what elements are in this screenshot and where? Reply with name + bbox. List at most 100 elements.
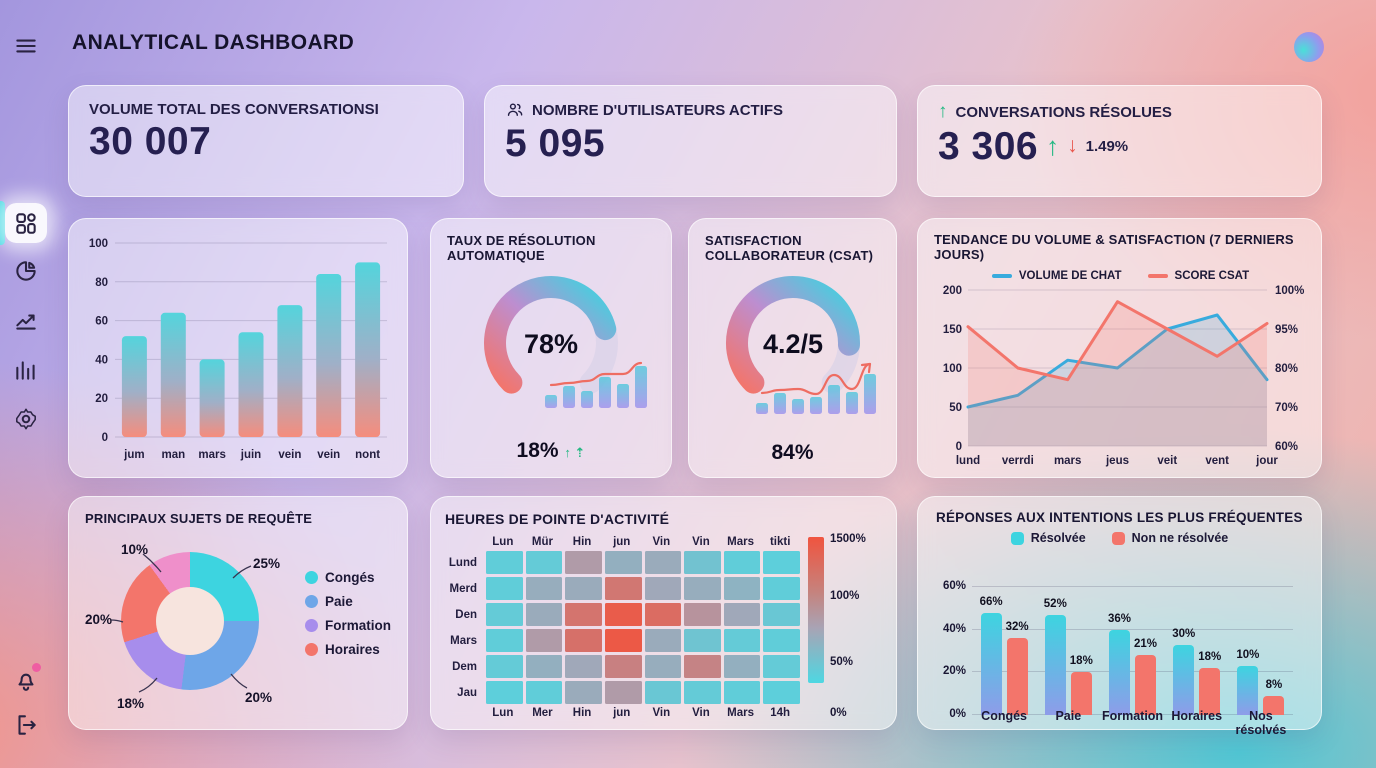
page-title: ANALYTICAL DASHBOARD — [72, 31, 355, 54]
svg-text:juin: juin — [240, 449, 261, 461]
legend-label: SCORE CSAT — [1174, 270, 1250, 282]
svg-text:95%: 95% — [1275, 324, 1298, 336]
donut-hole — [156, 587, 224, 655]
gauge-footer: 18% ↑ ⇡ — [431, 439, 671, 463]
svg-text:verrdi: verrdi — [1002, 455, 1034, 467]
card-title: TAUX DE RÉSOLUTION AUTOMATIQUE — [447, 233, 596, 263]
monthly-volume-chart-card: 0 20 40 60 80 100 jum man mars juin vein vein n… — [68, 218, 408, 478]
svg-text:150: 150 — [943, 324, 962, 336]
users-icon — [507, 103, 523, 116]
kpi-resolved-delta: 1.49% — [1085, 137, 1129, 155]
svg-text:4.2/5: 4.2/5 — [762, 329, 822, 359]
kpi-volume-label: VOLUME TOTAL DES CONVERSATIONSI — [89, 101, 379, 118]
notification-badge — [32, 663, 41, 672]
topics-donut-chart: 25% 20% 18% 20% 10% — [85, 526, 290, 712]
donut-legend: Congés Paie Formation Horaires — [305, 570, 391, 657]
csat-gauge: 4.2/5 — [705, 265, 880, 417]
paie-swatch — [305, 595, 318, 608]
intents-chart-card: RÉPONSES AUX INTENTIONS LES PLUS FRÉQUEN… — [917, 496, 1322, 737]
svg-text:0: 0 — [102, 432, 108, 444]
svg-text:200: 200 — [943, 285, 962, 297]
kpi-card-users: NOMBRE D'UTILISATEURS ACTIFS 5 095 — [484, 85, 897, 197]
svg-text:mars: mars — [198, 449, 226, 461]
csat-gauge-card: SATISFACTION COLLABORATEUR (CSAT) 4.2/5 … — [688, 218, 897, 478]
settings-gear-icon[interactable] — [13, 406, 39, 432]
legend-item: VOLUME DE CHAT — [991, 270, 1122, 282]
pie-chart-icon[interactable] — [13, 258, 39, 284]
topics-donut-card: PRINCIPAUX SUJETS DE REQUÊTE 25% 20% 18%… — [68, 496, 408, 730]
csat-legend-swatch — [1147, 274, 1168, 278]
conges-swatch — [305, 571, 318, 584]
callout-conges: 25% — [253, 556, 281, 571]
legend-label: Résolvée — [1030, 531, 1086, 545]
gauge-footer-value: 84% — [771, 441, 814, 464]
logout-icon[interactable] — [13, 712, 39, 738]
volume-legend-swatch — [991, 274, 1012, 278]
svg-text:100%: 100% — [1275, 285, 1304, 297]
legend-label: Formation — [325, 618, 391, 633]
legend-item: SCORE CSAT — [1147, 270, 1250, 282]
card-title: PRINCIPAUX SUJETS DE REQUÊTE — [85, 511, 313, 526]
callout-formation: 18% — [117, 696, 145, 711]
svg-text:jum: jum — [123, 449, 144, 461]
peak-hours-heatmap-card: HEURES DE POINTE D'ACTIVITÉ Lun Mür Hin jun… — [430, 496, 897, 730]
card-title: RÉPONSES AUX INTENTIONS LES PLUS FRÉQUEN… — [936, 510, 1303, 525]
active-item-background — [5, 203, 47, 243]
unresolved-swatch — [1111, 531, 1125, 545]
kpi-card-resolved: ↑ CONVERSATIONS RÉSOLUES 3 306 ↑ ↓ 1.49% — [917, 85, 1322, 197]
trend-legend: VOLUME DE CHAT SCORE CSAT — [934, 270, 1307, 282]
bar-chart-icon[interactable] — [13, 357, 39, 383]
delta-down-icon: ↓ — [1067, 134, 1078, 157]
gauge-footer: 84% — [689, 441, 896, 465]
dashboard-grid-icon[interactable] — [13, 210, 39, 236]
gauge-footer-value: 18% — [516, 439, 559, 462]
legend-label: VOLUME DE CHAT — [1018, 270, 1122, 282]
trend-line-icon[interactable] — [13, 308, 39, 334]
kpi-users-label: NOMBRE D'UTILISATEURS ACTIFS — [532, 102, 784, 119]
user-avatar[interactable] — [1294, 32, 1324, 62]
arrow-up-icon: ↑ — [938, 101, 948, 122]
svg-text:jour: jour — [1255, 455, 1278, 467]
csat-sparkline — [752, 356, 886, 421]
kpi-resolved-label: CONVERSATIONS RÉSOLUES — [955, 103, 1172, 121]
horaires-swatch — [305, 643, 318, 656]
kpi-users-value: 5 095 — [505, 122, 606, 165]
sidebar — [0, 0, 52, 768]
svg-text:100: 100 — [943, 363, 962, 375]
trend-line-chart: 0 60% 50 70% 100 80% 150 95% 200 100% lu… — [934, 284, 1307, 475]
trend-chart-card: TENDANCE DU VOLUME & SATISFACTION (7 DER… — [917, 218, 1322, 478]
card-title: HEURES DE POINTE D'ACTIVITÉ — [445, 511, 670, 527]
auto-resolution-gauge-card: TAUX DE RÉSOLUTION AUTOMATIQUE 78% 18% ↑… — [430, 218, 672, 478]
legend-label: Non ne résolvée — [1131, 531, 1229, 545]
intents-legend: Résolvée Non ne résolvée — [936, 531, 1303, 545]
svg-text:jeus: jeus — [1105, 455, 1129, 467]
menu-icon[interactable] — [13, 33, 39, 59]
svg-text:vein: vein — [278, 449, 301, 461]
svg-text:78%: 78% — [524, 329, 578, 359]
card-title: SATISFACTION COLLABORATEUR (CSAT) — [705, 233, 874, 263]
svg-text:lund: lund — [956, 455, 980, 467]
kpi-volume-value: 30 007 — [89, 120, 212, 163]
svg-text:veit: veit — [1157, 455, 1177, 467]
monthly-volume-bar-chart: 0 20 40 60 80 100 jum man mars juin vein vein n… — [81, 229, 395, 472]
svg-text:mars: mars — [1054, 455, 1082, 467]
svg-text:0: 0 — [956, 441, 962, 453]
card-title: TENDANCE DU VOLUME & SATISFACTION (7 DER… — [934, 232, 1294, 262]
svg-text:80: 80 — [95, 277, 108, 289]
svg-text:20: 20 — [95, 393, 108, 405]
svg-text:100: 100 — [89, 238, 108, 250]
peak-hours-heatmap: Lun Mür Hin jun Vin Vin Mars tikti Lund Merd Den Ma… — [448, 533, 866, 719]
delta-up-icon: ↑ — [1046, 130, 1060, 161]
gauge-footer-arrows: ↑ ⇡ — [564, 445, 586, 460]
resolution-sparkline — [541, 350, 657, 415]
legend-label: Congés — [325, 570, 375, 585]
svg-text:40: 40 — [95, 354, 108, 366]
svg-text:80%: 80% — [1275, 363, 1298, 375]
svg-text:60: 60 — [95, 316, 108, 328]
active-indicator — [0, 201, 5, 245]
callout-horaires: 20% — [85, 612, 113, 627]
formation-swatch — [305, 619, 318, 632]
callout-other: 10% — [121, 542, 149, 557]
notifications-bell-icon[interactable] — [13, 663, 41, 692]
